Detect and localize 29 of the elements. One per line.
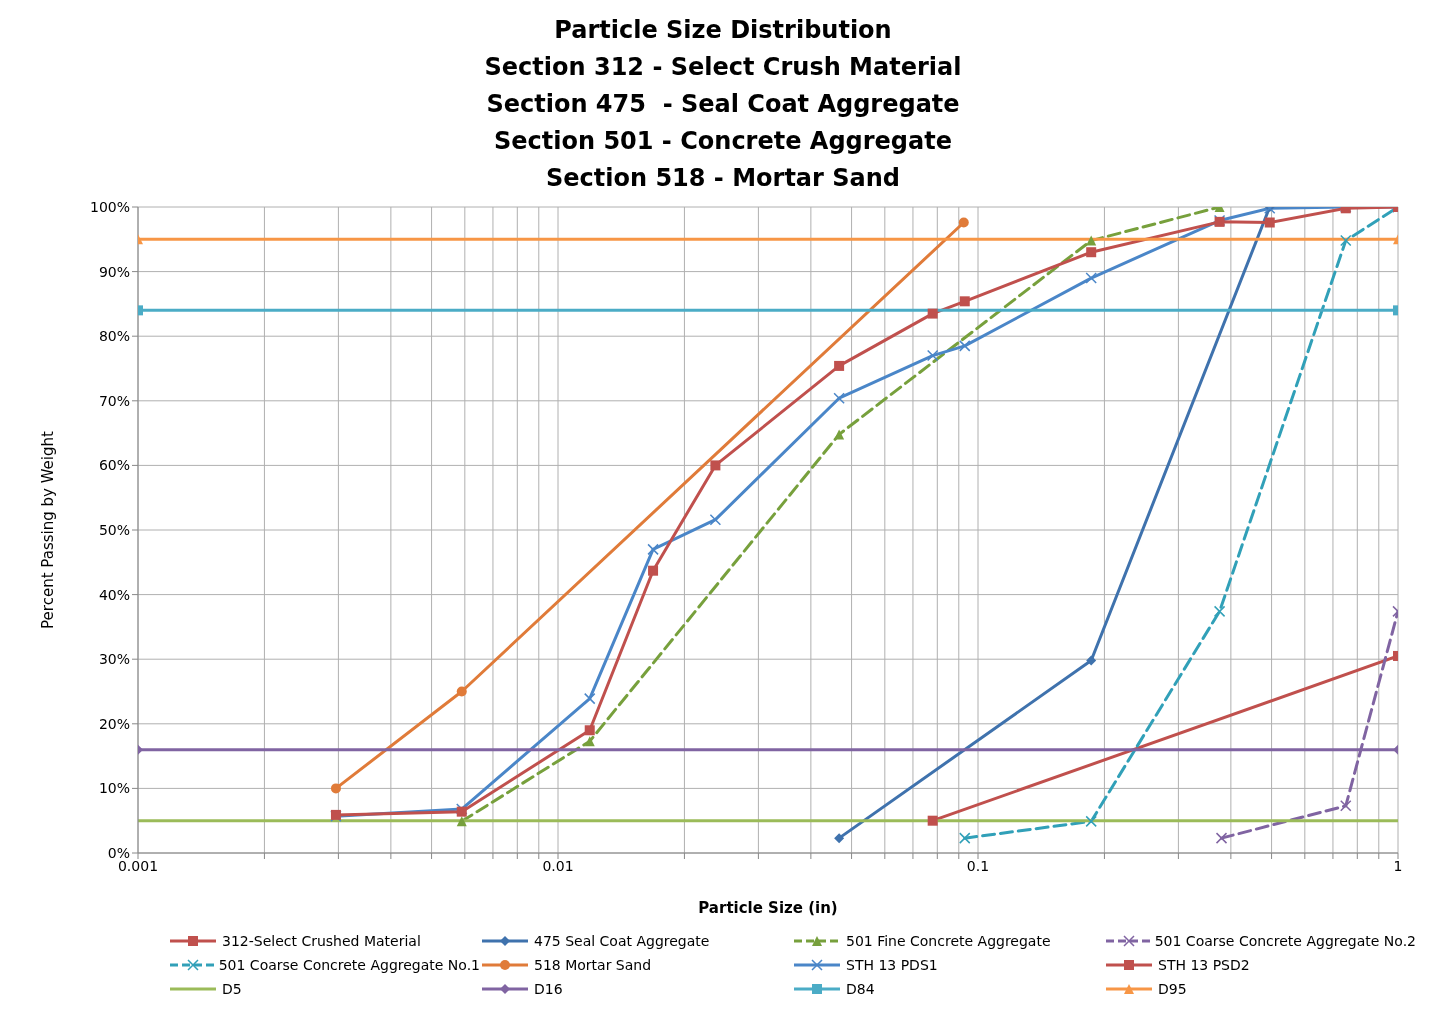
- x-axis-title: Particle Size (in): [698, 899, 838, 917]
- y-tick-label: 90%: [98, 263, 130, 280]
- legend-label: D84: [846, 981, 875, 997]
- legend-label: D5: [222, 981, 242, 997]
- x-tick-label: 0.1: [966, 857, 990, 874]
- y-tick-label: 100%: [89, 198, 130, 215]
- y-tick-label: 20%: [98, 715, 130, 732]
- legend-label: 501 Coarse Concrete Aggregate No.1: [218, 957, 480, 973]
- y-tick-label: 40%: [98, 586, 130, 603]
- chart-subtitle: Section 312 - Select Crush Material Section 475 - Seal Coat Aggregate Section 501 - Concrete Aggregate Section 518 - Mortar Sand: [483, 52, 963, 194]
- legend-label: D16: [534, 981, 563, 997]
- y-tick-label: 10%: [98, 780, 130, 797]
- legend-label: 501 Fine Concrete Aggregate: [846, 933, 1051, 949]
- legend-label: D95: [1158, 981, 1187, 997]
- y-tick-label: 60%: [98, 457, 130, 474]
- y-tick-label: 30%: [98, 651, 130, 668]
- legend-label: STH 13 PDS1: [846, 957, 938, 973]
- legend-label: 312-Select Crushed Material: [222, 933, 421, 949]
- legend-label: 518 Mortar Sand: [534, 957, 652, 973]
- legend-label: 501 Coarse Concrete Aggregate No.2: [1154, 933, 1416, 949]
- legend-label: STH 13 PSD2: [1158, 957, 1250, 973]
- x-tick-label: 0.01: [542, 857, 574, 874]
- y-tick-label: 70%: [98, 392, 130, 409]
- chart-title: Particle Size Distribution: [553, 15, 893, 46]
- x-tick-label: 1: [1393, 857, 1403, 874]
- y-axis-title: Percent Passing by Weight: [39, 430, 58, 629]
- y-tick-label: 50%: [98, 521, 130, 538]
- legend-label: 475 Seal Coat Aggregate: [534, 933, 710, 949]
- y-tick-label: 80%: [98, 328, 130, 345]
